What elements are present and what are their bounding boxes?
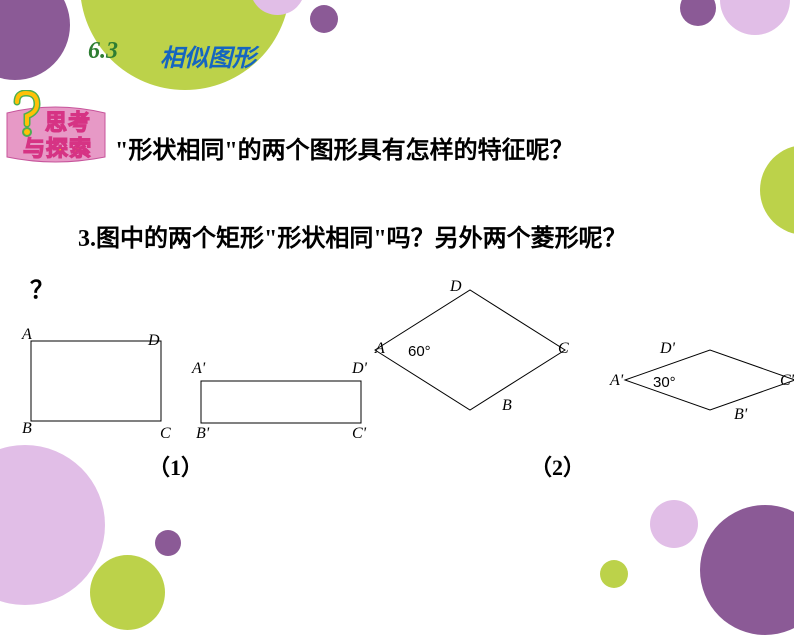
vertex-label: A': [610, 372, 623, 390]
rectangle-1: [30, 340, 162, 422]
vertex-label: B: [22, 420, 32, 438]
vertex-label: C': [780, 372, 794, 390]
angle-label: 30°: [653, 374, 676, 391]
vertex-label: B': [734, 406, 747, 424]
vertex-label: C': [352, 425, 366, 443]
decor-circle: [760, 145, 794, 235]
decor-circle: [600, 560, 628, 588]
question-body: 图中的两个矩形"形状相同"吗？另外两个菱形呢？: [96, 226, 627, 252]
vertex-label: B: [502, 397, 512, 415]
rhombus-1: [374, 289, 566, 411]
decor-circle: [0, 445, 105, 605]
figure-number-1: （1）: [148, 450, 203, 482]
badge-line2: 与探索: [23, 131, 92, 163]
vertex-label: D: [450, 278, 462, 296]
section-num-text: 6.3: [88, 38, 118, 64]
decor-circle: [700, 505, 794, 635]
figure-number-2: （2）: [530, 450, 585, 482]
vertex-label: C: [558, 340, 569, 358]
vertex-label: A: [22, 326, 32, 344]
vertex-label: B': [196, 425, 209, 443]
vertex-label: C: [160, 425, 171, 443]
rhombus-2: [624, 349, 794, 411]
decor-circle: [680, 0, 716, 26]
question-prefix: 3.: [78, 226, 96, 252]
question-tail: ？: [30, 270, 54, 305]
rectangle-2: [200, 380, 362, 424]
vertex-label: D': [660, 340, 675, 358]
decor-circle: [720, 0, 790, 35]
decor-circle: [650, 500, 698, 548]
vertex-label: A: [375, 340, 385, 358]
vertex-label: D': [352, 360, 367, 378]
vertex-label: A': [192, 360, 205, 378]
decor-circle: [0, 0, 70, 80]
vertex-label: D: [148, 332, 160, 350]
section-title: 相似图形: [160, 38, 256, 73]
question-text: 3.图中的两个矩形"形状相同"吗？另外两个菱形呢？: [78, 208, 627, 270]
section-number: 6.3: [88, 38, 118, 65]
think-badge: 思考 与探索: [5, 95, 105, 165]
decor-circle: [155, 530, 181, 556]
angle-label: 60°: [408, 343, 431, 360]
intro-text: "形状相同"的两个图形具有怎样的特征呢？: [115, 130, 574, 165]
decor-circle: [90, 555, 165, 630]
decor-circle: [310, 5, 338, 33]
section-title-text: 相似图形: [160, 46, 256, 72]
